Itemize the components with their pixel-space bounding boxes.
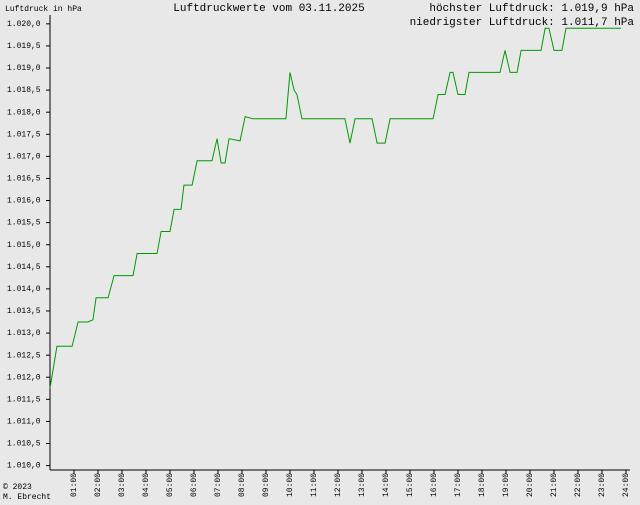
x-tick-label: 09:00 <box>262 473 271 497</box>
y-tick-label: 1.013,0 <box>7 329 41 338</box>
x-tick-label: 21:00 <box>550 473 559 497</box>
x-tick-label: 15:00 <box>406 473 415 497</box>
x-tick-label: 05:00 <box>166 473 175 497</box>
x-tick-label: 07:00 <box>214 473 223 497</box>
annotation: niedrigster Luftdruck: 1.011,7 hPa <box>410 17 635 29</box>
y-tick-label: 1.016,0 <box>7 197 41 206</box>
y-axis-label: Luftdruck in hPa <box>5 5 82 14</box>
y-tick-label: 1.018,5 <box>7 86 41 95</box>
y-tick-label: 1.011,0 <box>7 418 41 427</box>
annotation: höchster Luftdruck: 1.019,9 hPa <box>429 3 634 15</box>
x-tick-label: 13:00 <box>358 473 367 497</box>
x-tick-label: 03:00 <box>118 473 127 497</box>
y-tick-label: 1.020,0 <box>7 20 41 29</box>
x-tick-label: 06:00 <box>190 473 199 497</box>
x-tick-label: 19:00 <box>502 473 511 497</box>
y-tick-label: 1.012,5 <box>7 351 41 360</box>
x-tick-label: 04:00 <box>142 473 151 497</box>
x-tick-label: 23:00 <box>598 473 607 497</box>
y-tick-label: 1.012,0 <box>7 373 41 382</box>
x-tick-label: 16:00 <box>430 473 439 497</box>
y-tick-label: 1.015,5 <box>7 219 41 228</box>
x-tick-label: 18:00 <box>478 473 487 497</box>
y-tick-label: 1.017,5 <box>7 130 41 139</box>
x-tick-label: 20:00 <box>526 473 535 497</box>
y-tick-label: 1.015,0 <box>7 241 41 250</box>
data-line <box>49 27 621 389</box>
y-tick-label: 1.011,5 <box>7 395 41 404</box>
x-tick-label: 22:00 <box>574 473 583 497</box>
x-tick-label: 24:00 <box>622 473 631 497</box>
y-tick-label: 1.014,0 <box>7 285 41 294</box>
x-tick-label: 02:00 <box>94 473 103 497</box>
footer: © 2023 <box>3 483 32 492</box>
y-tick-label: 1.014,5 <box>7 263 41 272</box>
y-tick-label: 1.019,5 <box>7 42 41 51</box>
y-tick-label: 1.013,5 <box>7 307 41 316</box>
x-tick-label: 17:00 <box>454 473 463 497</box>
x-tick-label: 10:00 <box>286 473 295 497</box>
y-tick-label: 1.016,5 <box>7 175 41 184</box>
x-tick-label: 08:00 <box>238 473 247 497</box>
x-tick-label: 01:00 <box>70 473 79 497</box>
y-tick-label: 1.019,0 <box>7 64 41 73</box>
x-tick-label: 12:00 <box>334 473 343 497</box>
x-tick-label: 14:00 <box>382 473 391 497</box>
y-tick-label: 1.017,0 <box>7 152 41 161</box>
chart-title: Luftdruckwerte vom 03.11.2025 <box>173 3 364 15</box>
footer: M. Ebrecht <box>3 493 51 502</box>
y-tick-label: 1.010,5 <box>7 440 41 449</box>
y-tick-label: 1.018,0 <box>7 108 41 117</box>
x-tick-label: 11:00 <box>310 473 319 497</box>
y-tick-label: 1.010,0 <box>7 462 41 471</box>
